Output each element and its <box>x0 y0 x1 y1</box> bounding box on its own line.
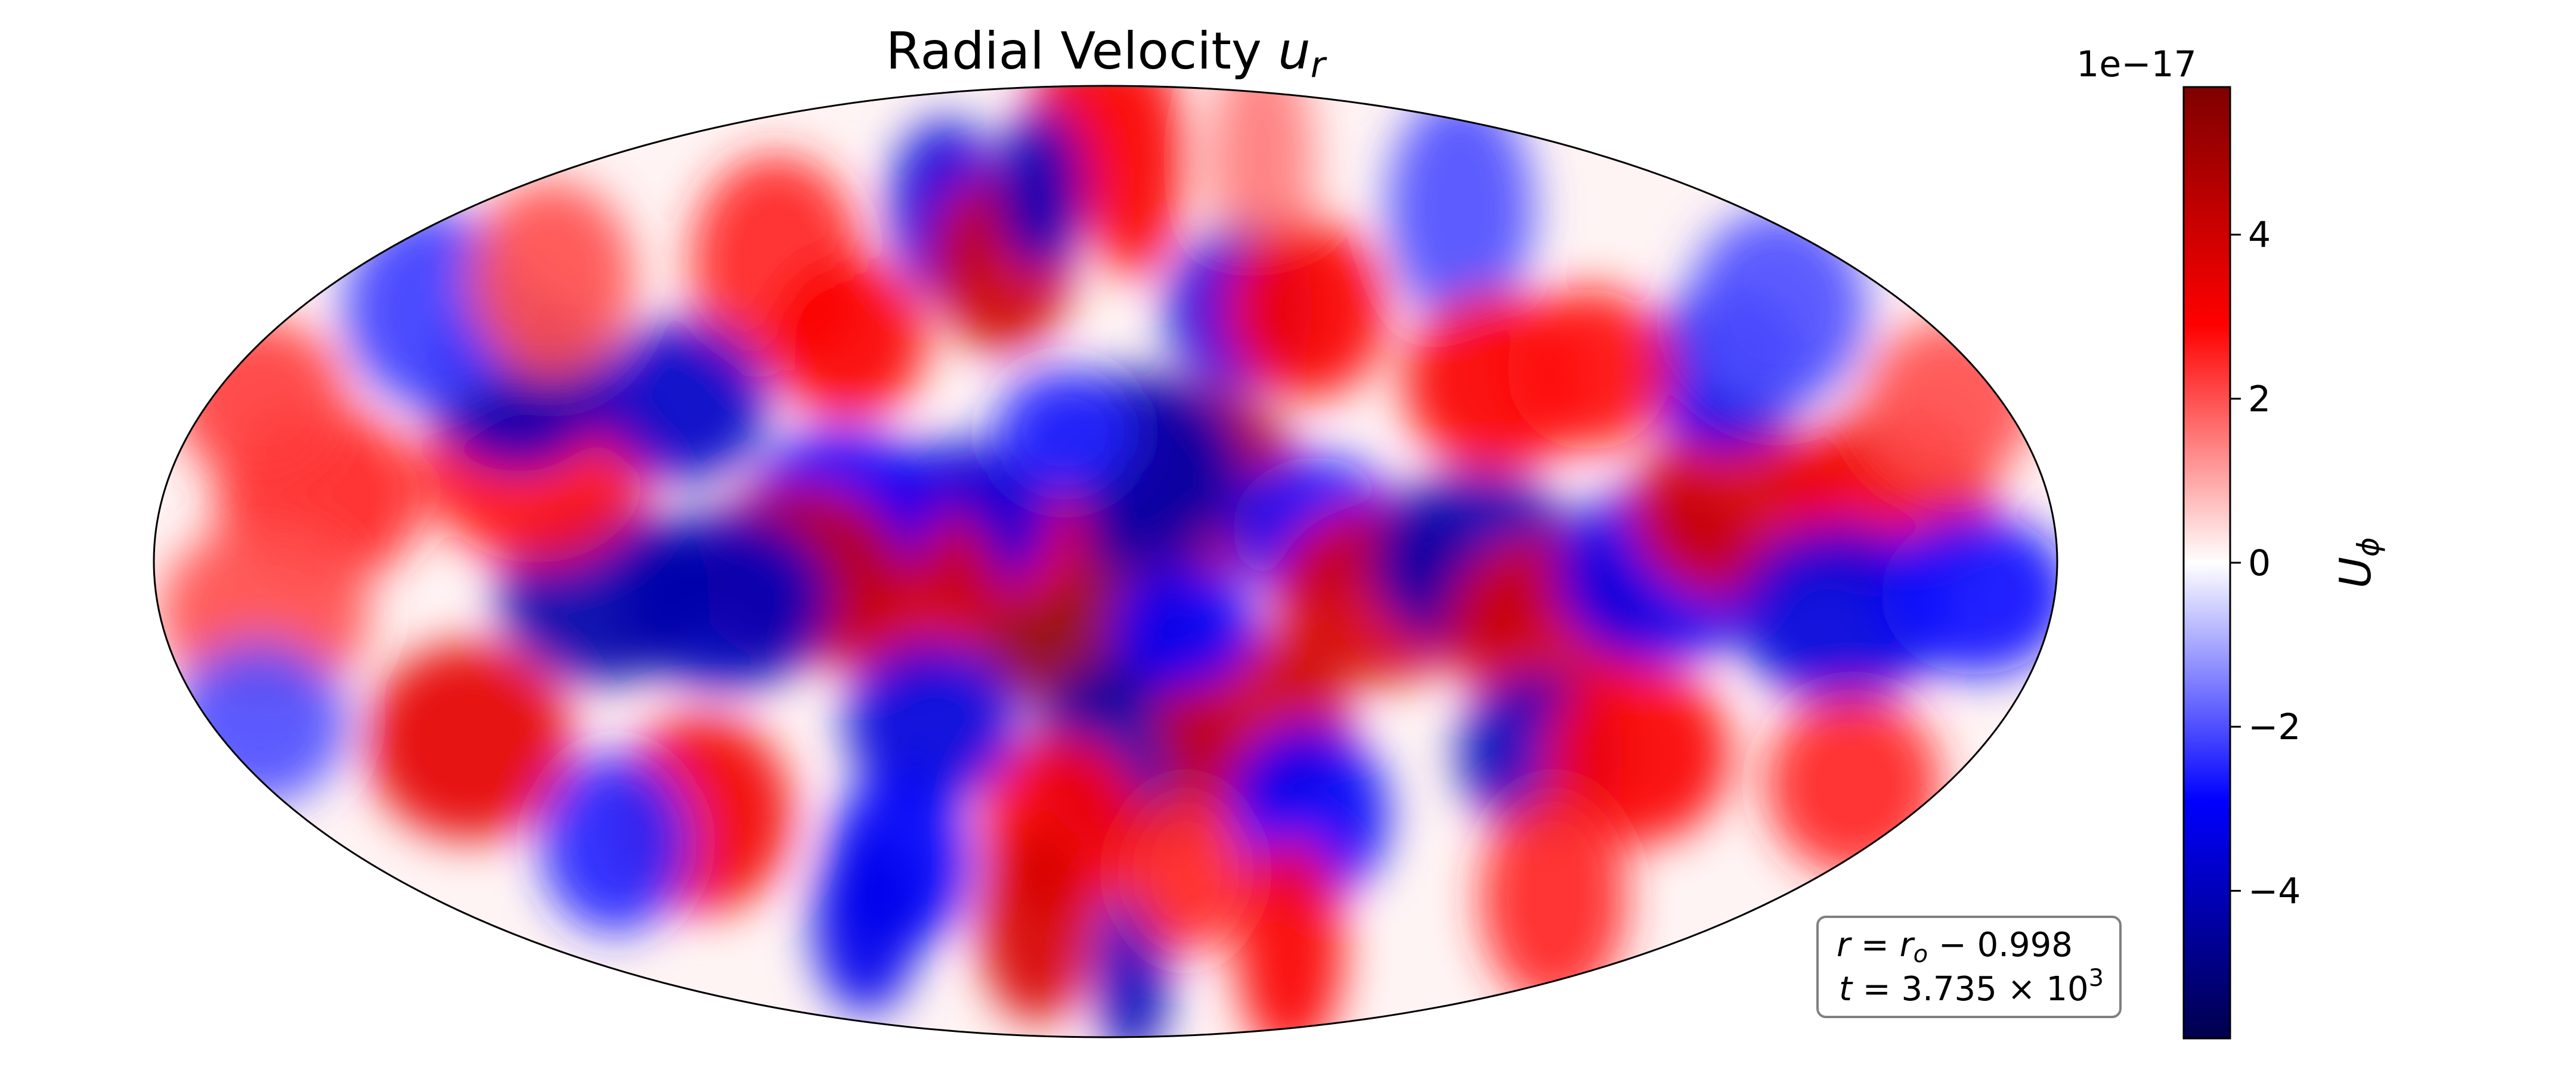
field-blob <box>995 108 1085 270</box>
field-blob <box>540 753 691 934</box>
field-blob <box>1236 841 1344 1037</box>
colorbar-tick-label: 2 <box>2248 379 2271 420</box>
field-blob <box>1688 210 1867 408</box>
field-blob <box>1210 86 1314 278</box>
field-blob <box>1766 694 1940 874</box>
field-blob <box>770 258 927 420</box>
colorbar-tick-label: −2 <box>2248 706 2301 748</box>
colorbar-tick-label: 4 <box>2248 215 2271 256</box>
annotation-line-t: t = 3.735 × 103 <box>1839 965 2104 1009</box>
field-blob <box>995 369 1135 495</box>
annotation-box: r = ro − 0.998 t = 3.735 × 103 <box>1816 916 2122 1018</box>
field-blob <box>1125 790 1247 953</box>
colorbar-bar <box>2182 86 2231 1040</box>
field-blob <box>596 320 769 482</box>
field-blob <box>366 642 572 841</box>
field-blob <box>1506 288 1672 451</box>
annotation-line-r: r = ro − 0.998 <box>1837 926 2073 968</box>
field-blob <box>1546 663 1729 844</box>
colorbar-tick-label: −4 <box>2248 870 2301 912</box>
field-blob <box>979 825 1095 1024</box>
field-blob <box>469 181 634 379</box>
mollweide-map <box>153 85 2058 1038</box>
map-outline <box>153 85 2058 1038</box>
annotation-frame <box>1816 916 2122 1018</box>
field-blob <box>1881 513 2057 675</box>
field-blobs <box>160 86 2057 1037</box>
colorbar: 1e−17 −4 −2 0 2 4 Uϕ <box>2076 44 2386 1040</box>
field-blob <box>845 641 1018 804</box>
field-blob <box>1082 86 1186 278</box>
colorbar-label: Uϕ <box>2330 537 2386 588</box>
field-blob <box>813 834 919 1015</box>
colorbar-tick-label: 0 <box>2248 542 2271 584</box>
field-blob <box>1481 790 1627 1006</box>
colorbar-ticks: −4 −2 0 2 4 <box>2230 215 2301 912</box>
colorbar-scale-label: 1e−17 <box>2076 44 2197 85</box>
field-blob <box>1111 563 1257 690</box>
field-blob <box>1388 92 1534 326</box>
chart-title: Radial Velocity ur <box>886 21 1327 86</box>
field-blob <box>1226 219 1388 399</box>
